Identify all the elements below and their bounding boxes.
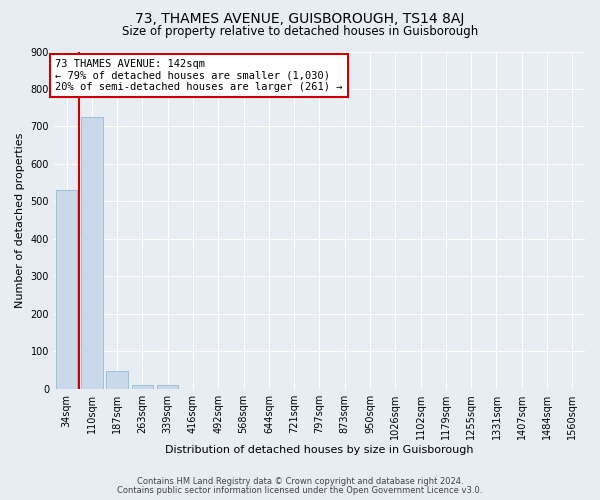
Text: Size of property relative to detached houses in Guisborough: Size of property relative to detached ho… (122, 25, 478, 38)
Bar (56, 190, 77, 389)
Bar (106, 372, 128, 389)
Text: Contains HM Land Registry data © Crown copyright and database right 2024.: Contains HM Land Registry data © Crown c… (137, 477, 463, 486)
Bar (81, 117, 103, 389)
Bar (131, 385, 153, 389)
Text: Contains public sector information licensed under the Open Government Licence v3: Contains public sector information licen… (118, 486, 482, 495)
Bar (157, 385, 178, 389)
Text: 73, THAMES AVENUE, GUISBOROUGH, TS14 8AJ: 73, THAMES AVENUE, GUISBOROUGH, TS14 8AJ (136, 12, 464, 26)
Y-axis label: Number of detached properties: Number of detached properties (15, 132, 25, 308)
X-axis label: Distribution of detached houses by size in Guisborough: Distribution of detached houses by size … (165, 445, 474, 455)
Text: 73 THAMES AVENUE: 142sqm
← 79% of detached houses are smaller (1,030)
20% of sem: 73 THAMES AVENUE: 142sqm ← 79% of detach… (55, 59, 343, 92)
